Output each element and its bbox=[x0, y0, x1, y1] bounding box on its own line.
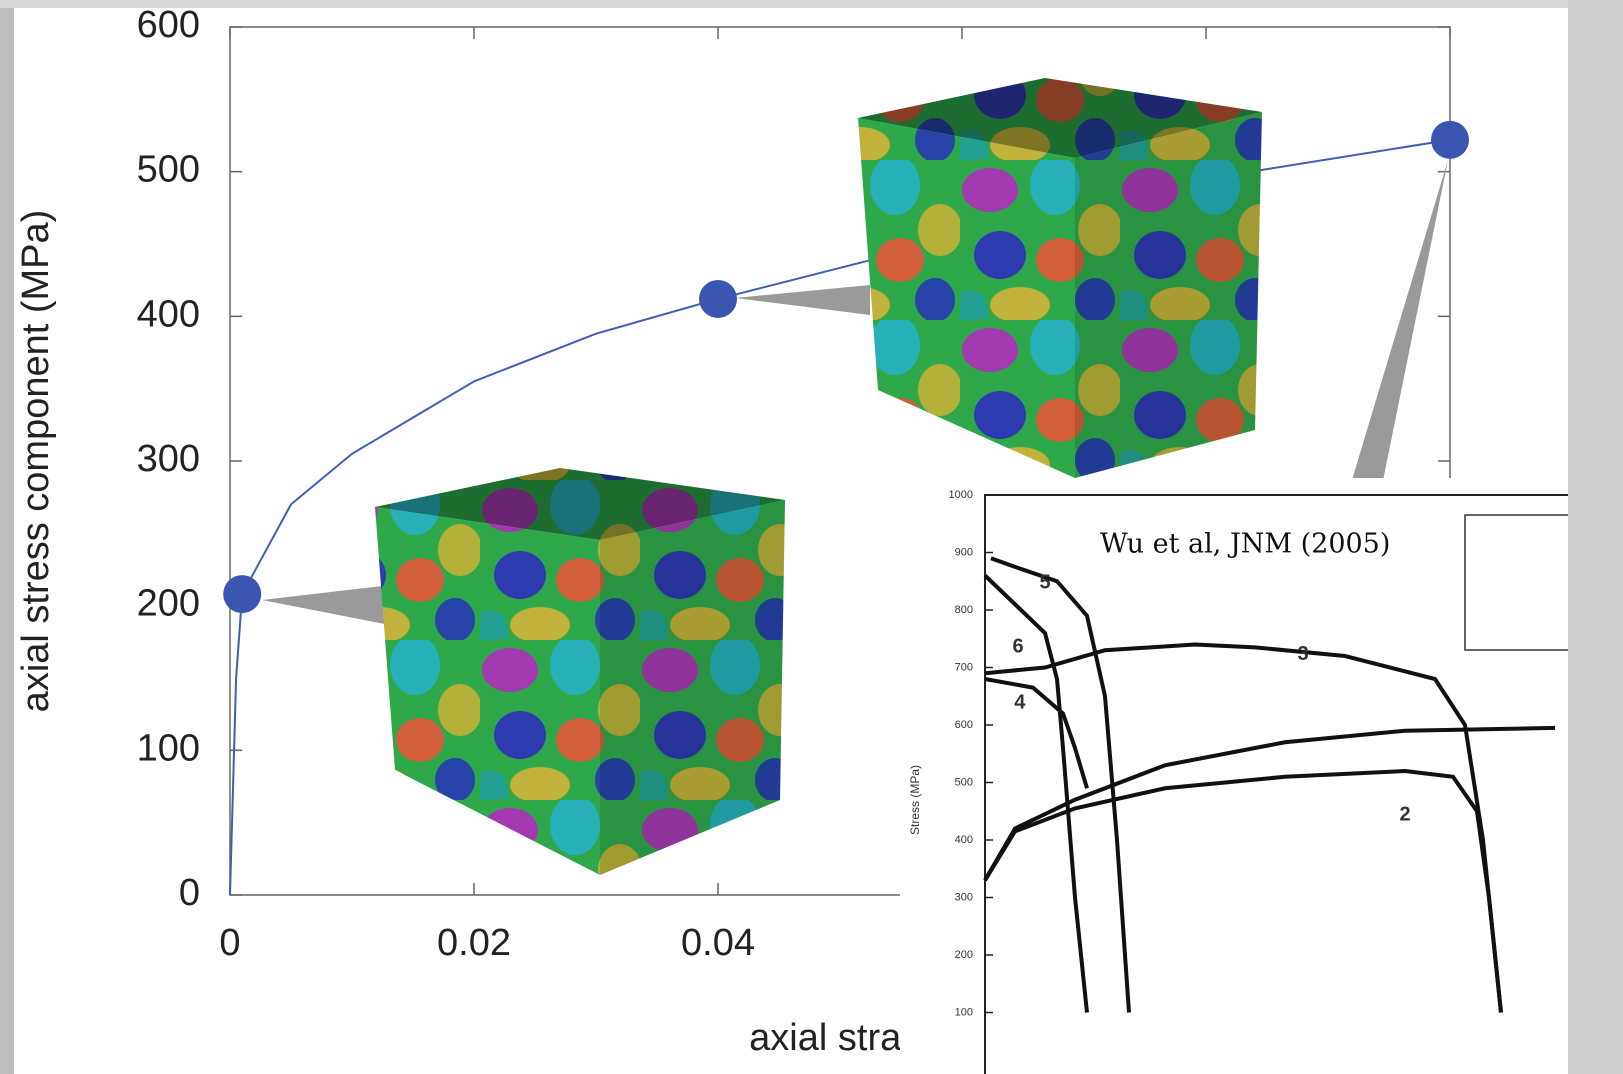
y-axis-label: Stress (MPa) bbox=[908, 765, 922, 835]
y-tick-label: 500 bbox=[955, 776, 973, 788]
curve-label: 3 bbox=[1297, 643, 1308, 665]
y-tick-label: 800 bbox=[955, 604, 973, 616]
page: {"chart_data": [ {"type": "line", "color… bbox=[0, 0, 1623, 1074]
y-tick-label: 900 bbox=[955, 546, 973, 558]
y-tick-label: 600 bbox=[137, 4, 200, 46]
x-tick-label: 0.04 bbox=[681, 922, 755, 964]
curve-label: 5 bbox=[1039, 571, 1050, 593]
highlight-point bbox=[699, 280, 737, 318]
y-tick-label: 200 bbox=[137, 583, 200, 625]
curve-label: 2 bbox=[1399, 804, 1410, 826]
left-border bbox=[0, 0, 14, 1074]
y-tick-label: 600 bbox=[955, 719, 973, 731]
grain-cube bbox=[375, 468, 785, 875]
source-citation: Wu et al, JNM (2005) bbox=[1100, 529, 1390, 560]
grain-cube bbox=[858, 78, 1262, 478]
highlight-point bbox=[223, 575, 261, 613]
y-tick-label: 100 bbox=[137, 727, 200, 769]
x-tick-label: 0 bbox=[219, 922, 240, 964]
curve-label: 4 bbox=[1014, 691, 1026, 713]
curve-label: 6 bbox=[1012, 636, 1023, 658]
y-tick-label: 700 bbox=[955, 661, 973, 673]
right-border bbox=[1568, 0, 1623, 1074]
y-tick-label: 300 bbox=[955, 891, 973, 903]
y-tick-label: 400 bbox=[137, 293, 200, 335]
y-axis-label: axial stress component (MPa) bbox=[15, 210, 57, 713]
y-tick-label: 400 bbox=[955, 834, 973, 846]
y-tick-label: 100 bbox=[955, 1006, 973, 1018]
highlight-point bbox=[1431, 121, 1469, 159]
y-tick-label: 300 bbox=[137, 438, 200, 480]
y-tick-label: 200 bbox=[955, 949, 973, 961]
chart: 010020030040050060000.020.040.060.080.1a… bbox=[0, 0, 1623, 1074]
y-tick-label: 1000 bbox=[949, 489, 973, 501]
top-border bbox=[0, 0, 1623, 8]
y-tick-label: 500 bbox=[137, 149, 200, 191]
y-tick-label: 0 bbox=[179, 872, 200, 914]
x-tick-label: 0.02 bbox=[437, 922, 511, 964]
